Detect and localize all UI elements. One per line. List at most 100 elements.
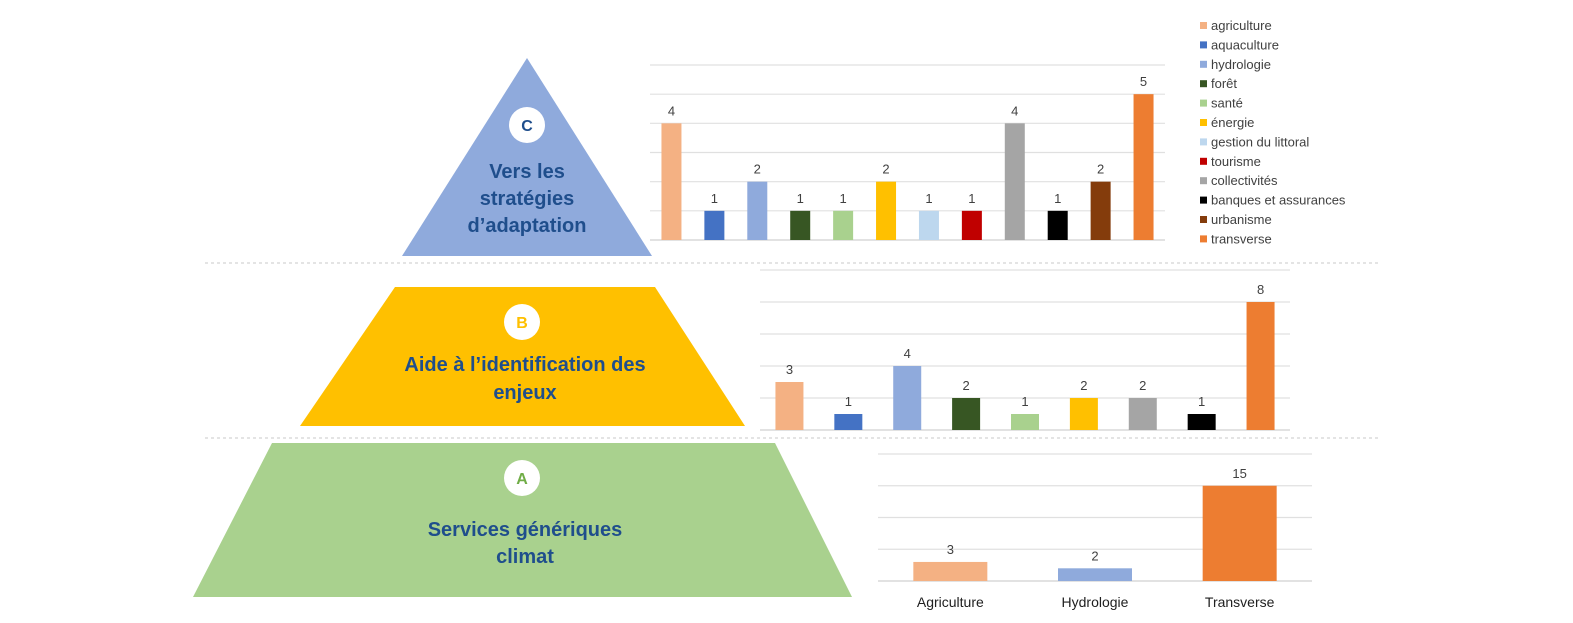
x-tick-label: Transverse — [1205, 594, 1275, 610]
data-label: 1 — [1021, 394, 1028, 409]
data-label: 1 — [711, 191, 718, 206]
legend-item: aquaculture — [1200, 37, 1279, 52]
bar-agriculture — [661, 123, 682, 240]
legend-item: tourisme — [1200, 154, 1261, 169]
x-tick-label: Agriculture — [917, 594, 984, 610]
legend-label: santé — [1211, 96, 1243, 111]
bar-forêt — [952, 398, 981, 430]
legend-item: banques et assurances — [1200, 193, 1346, 208]
data-label: 4 — [1011, 103, 1018, 118]
bar-aquaculture — [704, 210, 725, 240]
level-a-title-line1: Services génériques — [428, 519, 623, 541]
data-label: 1 — [1054, 191, 1061, 206]
level-c-title-line1: Vers les — [489, 161, 565, 183]
bar-transverse — [1133, 94, 1154, 241]
badge-letter-c: C — [521, 118, 533, 135]
legend-item: énergie — [1200, 115, 1254, 130]
legend-swatch — [1200, 119, 1207, 126]
bar-hydrologie — [1058, 568, 1132, 581]
bar-aquaculture — [834, 414, 863, 430]
legend-swatch — [1200, 22, 1207, 29]
chart-c: 4 1 2 1 1 2 1 1 4 1 2 5 — [650, 64, 1165, 241]
legend-label: transverse — [1211, 231, 1272, 246]
badge-letter-b: B — [516, 315, 528, 332]
bar-hydrologie — [747, 181, 768, 240]
data-label: 8 — [1257, 282, 1264, 297]
bar-hydrologie — [893, 366, 922, 430]
data-label: 2 — [1080, 378, 1087, 393]
level-b-title-line1: Aide à l’identification des — [404, 354, 645, 376]
pyramid-level-c: C Vers les stratégies d’adaptation — [402, 58, 652, 256]
bar-charts: 4 1 2 1 1 2 1 1 4 1 2 5 3 1 4 2 1 2 2 1 8 3 Agriculture 2 Hydrol… — [650, 64, 1312, 610]
legend-label: banques et assurances — [1211, 193, 1346, 208]
data-label: 4 — [904, 346, 911, 361]
level-c-title-line3: d’adaptation — [468, 215, 587, 237]
chart-a: 3 Agriculture 2 Hydrologie 15 Transverse — [878, 453, 1312, 610]
data-label: 2 — [1139, 378, 1146, 393]
legend-item: forêt — [1200, 76, 1237, 91]
data-label: 5 — [1140, 74, 1147, 89]
triangle-c — [402, 58, 652, 256]
badge-letter-a: A — [516, 471, 528, 488]
bar-collectivités — [1004, 123, 1025, 240]
data-label: 1 — [925, 191, 932, 206]
bar-transverse — [1246, 302, 1275, 430]
legend-item: collectivités — [1200, 173, 1278, 188]
legend-label: agriculture — [1211, 18, 1272, 33]
data-label: 4 — [668, 103, 675, 118]
legend-label: aquaculture — [1211, 37, 1279, 52]
bar-gestion-du-littoral — [918, 210, 939, 240]
bar-agriculture — [775, 382, 804, 430]
legend-item: transverse — [1200, 231, 1272, 246]
bar-banques-et-assurances — [1047, 210, 1068, 240]
chart-legend: agriculture aquaculture hydrologie forêt san… — [1200, 18, 1346, 246]
legend-swatch — [1200, 60, 1207, 68]
data-label: 3 — [947, 542, 954, 557]
badge-c — [509, 107, 545, 143]
legend-label: urbanisme — [1211, 212, 1272, 227]
data-label: 1 — [797, 191, 804, 206]
trapezoid-a — [193, 443, 852, 597]
legend-swatch — [1200, 157, 1207, 165]
data-label: 2 — [962, 378, 969, 393]
legend-label: forêt — [1211, 76, 1237, 91]
legend-swatch — [1200, 196, 1207, 204]
data-label: 1 — [845, 394, 852, 409]
x-tick-label: Hydrologie — [1062, 594, 1129, 610]
legend-item: hydrologie — [1200, 57, 1271, 72]
bar-santé — [1011, 414, 1039, 430]
bar-transverse — [1202, 485, 1277, 581]
legend-swatch — [1200, 138, 1207, 146]
legend-label: énergie — [1211, 115, 1254, 130]
legend-item: urbanisme — [1200, 212, 1272, 227]
legend-label: collectivités — [1211, 173, 1278, 188]
pyramid-level-b: B Aide à l’identification des enjeux — [300, 287, 745, 426]
legend-item: gestion du littoral — [1200, 134, 1309, 149]
legend-item: agriculture — [1200, 18, 1272, 33]
legend-item: santé — [1200, 96, 1243, 111]
bar-forêt — [790, 210, 811, 240]
legend-swatch — [1200, 216, 1207, 223]
data-label: 15 — [1232, 466, 1246, 481]
badge-b — [504, 304, 540, 340]
bar-tourisme — [961, 210, 982, 240]
pyramid-level-a: A Services génériques climat — [193, 443, 852, 597]
data-label: 1 — [1198, 394, 1205, 409]
bar-énergie — [876, 181, 897, 240]
legend-swatch — [1200, 41, 1207, 49]
data-label: 2 — [1091, 548, 1098, 563]
badge-a — [504, 460, 540, 496]
legend-label: tourisme — [1211, 154, 1261, 169]
bar-agriculture — [913, 561, 988, 581]
trapezoid-b — [300, 287, 745, 426]
bar-énergie — [1069, 398, 1098, 430]
bar-collectivités — [1128, 398, 1157, 430]
chart-b: 3 1 4 2 1 2 2 1 8 — [760, 269, 1290, 431]
level-b-title-line2: enjeux — [493, 382, 556, 404]
data-label: 1 — [968, 191, 975, 206]
data-label: 2 — [882, 162, 889, 177]
legend-swatch — [1200, 177, 1207, 185]
bar-santé — [833, 210, 854, 240]
level-c-title-line2: stratégies — [480, 188, 575, 210]
